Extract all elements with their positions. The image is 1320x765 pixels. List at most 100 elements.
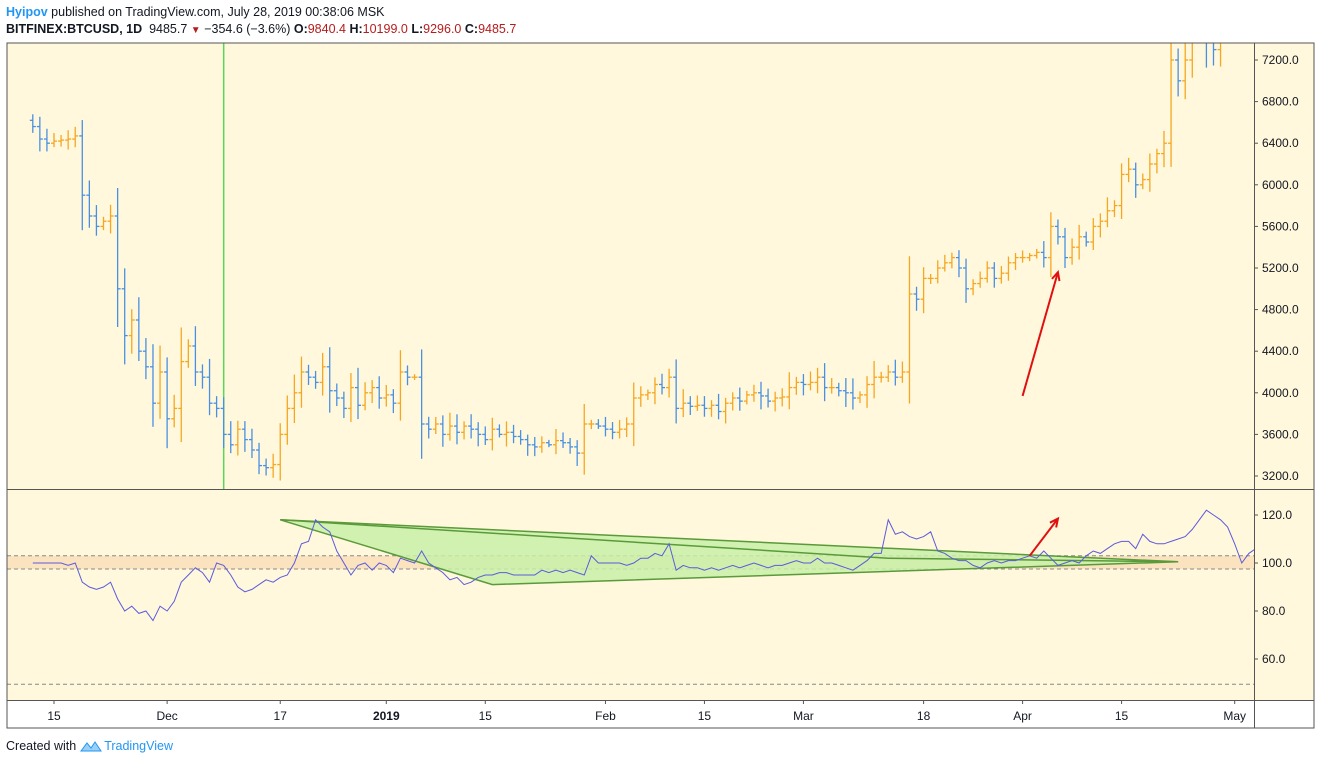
indicator-axis[interactable] xyxy=(1254,490,1314,700)
author-name[interactable]: Hyipov xyxy=(6,5,48,19)
ohlc-bar[interactable] xyxy=(595,419,602,429)
ohlc-bar[interactable] xyxy=(1005,256,1012,281)
ohlc-bar[interactable] xyxy=(475,422,482,447)
ohlc-bar[interactable] xyxy=(404,365,411,386)
ohlc-bar[interactable] xyxy=(701,396,708,417)
ohlc-bar[interactable] xyxy=(453,414,460,445)
ohlc-bar[interactable] xyxy=(86,180,93,228)
ohlc-bar[interactable] xyxy=(835,382,842,397)
tradingview-link[interactable]: TradingView xyxy=(104,739,173,753)
ohlc-bar[interactable] xyxy=(588,419,595,430)
ohlc-bar[interactable] xyxy=(362,382,369,411)
ohlc-bar[interactable] xyxy=(256,442,263,475)
ohlc-bar[interactable] xyxy=(51,133,57,148)
ohlc-bar[interactable] xyxy=(72,126,79,148)
ohlc-bar[interactable] xyxy=(864,376,871,408)
ohlc-bar[interactable] xyxy=(1217,0,1224,67)
ohlc-bar[interactable] xyxy=(743,390,750,405)
ohlc-bar[interactable] xyxy=(432,416,439,435)
ohlc-bar[interactable] xyxy=(715,393,722,420)
ohlc-bar[interactable] xyxy=(623,417,630,438)
ohlc-bar[interactable] xyxy=(489,417,496,451)
ohlc-bar[interactable] xyxy=(1083,231,1090,247)
ohlc-bar[interactable] xyxy=(800,374,807,396)
ohlc-bar[interactable] xyxy=(149,344,156,427)
ohlc-bar[interactable] xyxy=(1210,24,1217,66)
ohlc-bar[interactable] xyxy=(220,397,227,449)
ohlc-bar[interactable] xyxy=(842,378,849,407)
ohlc-bar[interactable] xyxy=(1246,0,1252,2)
ohlc-bar[interactable] xyxy=(347,372,354,422)
ohlc-bar[interactable] xyxy=(93,205,100,236)
ohlc-bar[interactable] xyxy=(1047,212,1054,278)
ohlc-bar[interactable] xyxy=(1033,248,1040,259)
ohlc-bar[interactable] xyxy=(482,426,489,445)
ohlc-bar[interactable] xyxy=(234,420,241,456)
ohlc-bar[interactable] xyxy=(1168,35,1175,167)
ohlc-bar[interactable] xyxy=(807,371,814,391)
ohlc-bar[interactable] xyxy=(277,423,284,481)
ohlc-bar[interactable] xyxy=(666,368,673,398)
ohlc-bar[interactable] xyxy=(609,422,616,440)
ohlc-bar[interactable] xyxy=(503,421,510,447)
ohlc-bar[interactable] xyxy=(1069,238,1076,265)
ohlc-bar[interactable] xyxy=(1139,173,1146,190)
ohlc-bar[interactable] xyxy=(574,440,581,466)
ohlc-bar[interactable] xyxy=(121,268,128,365)
indicator-arrow[interactable] xyxy=(1028,516,1060,557)
ohlc-bar[interactable] xyxy=(58,135,65,147)
ohlc-bar[interactable] xyxy=(991,262,998,288)
ohlc-bar[interactable] xyxy=(786,372,793,410)
ohlc-bar[interactable] xyxy=(1076,224,1083,260)
ohlc-bar[interactable] xyxy=(305,364,312,385)
ohlc-bar[interactable] xyxy=(425,416,432,439)
price-pane[interactable] xyxy=(7,43,1254,489)
ohlc-bar[interactable] xyxy=(871,360,878,399)
ohlc-bar[interactable] xyxy=(1019,250,1026,263)
ohlc-bar[interactable] xyxy=(899,361,906,383)
ohlc-bar[interactable] xyxy=(79,120,86,231)
ohlc-bar[interactable] xyxy=(616,419,623,439)
ohlc-bar[interactable] xyxy=(1146,153,1153,192)
ohlc-bar[interactable] xyxy=(694,395,701,411)
ohlc-bar[interactable] xyxy=(913,286,920,311)
ohlc-bar[interactable] xyxy=(36,116,43,152)
ohlc-bar[interactable] xyxy=(213,396,220,418)
ohlc-bar[interactable] xyxy=(199,364,206,389)
ohlc-bar[interactable] xyxy=(602,416,609,437)
ohlc-bar[interactable] xyxy=(1225,0,1231,13)
ohlc-bar[interactable] xyxy=(1090,218,1097,250)
ohlc-bar[interactable] xyxy=(461,421,468,440)
ohlc-bar[interactable] xyxy=(411,374,418,380)
ohlc-bar[interactable] xyxy=(227,421,234,454)
ohlc-bar[interactable] xyxy=(970,279,977,296)
ohlc-bar[interactable] xyxy=(1125,157,1132,183)
ohlc-bar[interactable] xyxy=(468,414,475,439)
ohlc-bar[interactable] xyxy=(107,204,114,234)
ohlc-bar[interactable] xyxy=(43,128,50,152)
ohlc-bar[interactable] xyxy=(821,363,828,402)
ohlc-bar[interactable] xyxy=(1153,148,1160,174)
ohlc-bar[interactable] xyxy=(920,267,927,314)
ohlc-bar[interactable] xyxy=(185,339,192,368)
ohlc-bar[interactable] xyxy=(524,434,531,456)
triangle-pattern[interactable] xyxy=(280,519,1179,586)
ohlc-bar[interactable] xyxy=(65,130,72,150)
ohlc-bar[interactable] xyxy=(100,216,107,231)
ohlc-bar[interactable] xyxy=(1132,162,1139,198)
ohlc-bar[interactable] xyxy=(157,345,164,419)
ohlc-bar[interactable] xyxy=(340,391,347,419)
ohlc-bar[interactable] xyxy=(567,437,574,454)
ohlc-bar[interactable] xyxy=(164,357,171,449)
ohlc-bar[interactable] xyxy=(941,254,948,272)
ohlc-bar[interactable] xyxy=(241,421,248,452)
ohlc-bar[interactable] xyxy=(270,453,277,478)
ohlc-bar[interactable] xyxy=(772,391,779,412)
ohlc-bar[interactable] xyxy=(1118,163,1125,219)
ohlc-bar[interactable] xyxy=(687,396,694,415)
ohlc-bar[interactable] xyxy=(1182,40,1189,100)
indicator-line[interactable] xyxy=(32,509,1320,622)
ohlc-bar[interactable] xyxy=(1062,227,1069,269)
ohlc-bar[interactable] xyxy=(439,415,446,447)
ohlc-bar[interactable] xyxy=(630,382,637,447)
